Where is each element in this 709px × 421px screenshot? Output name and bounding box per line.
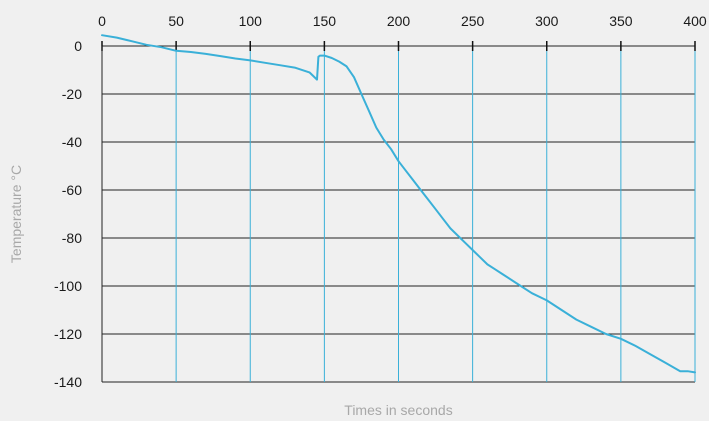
y-axis-title: Temperature °C [8,165,24,263]
x-tick-label: 0 [98,13,106,29]
series-line-0 [101,34,696,374]
y-tick-label: 0 [74,38,82,54]
series-group [101,34,696,374]
y-tick-label: -120 [54,326,82,342]
x-axis-ticks: 0 50 100 150 200 250 300 350 400 [98,13,707,382]
y-tick-label: -80 [62,230,82,246]
y-axis-ticks: 0 -20 -40 -60 -80 -100 -120 -140 [54,38,82,390]
x-tick-label: 250 [461,13,485,29]
x-tick-label: 100 [239,13,263,29]
x-tick-label: 400 [683,13,707,29]
y-tick-label: -60 [62,182,82,198]
y-tick-label: -100 [54,278,82,294]
x-tick-label: 300 [535,13,559,29]
x-tick-label: 50 [168,13,184,29]
x-tick-label: 150 [313,13,337,29]
y-tick-label: -20 [62,86,82,102]
x-tick-label: 350 [609,13,633,29]
x-axis-title: Times in seconds [344,402,452,418]
y-tick-label: -140 [54,374,82,390]
x-tick-label: 200 [387,13,411,29]
y-tick-label: -40 [62,134,82,150]
